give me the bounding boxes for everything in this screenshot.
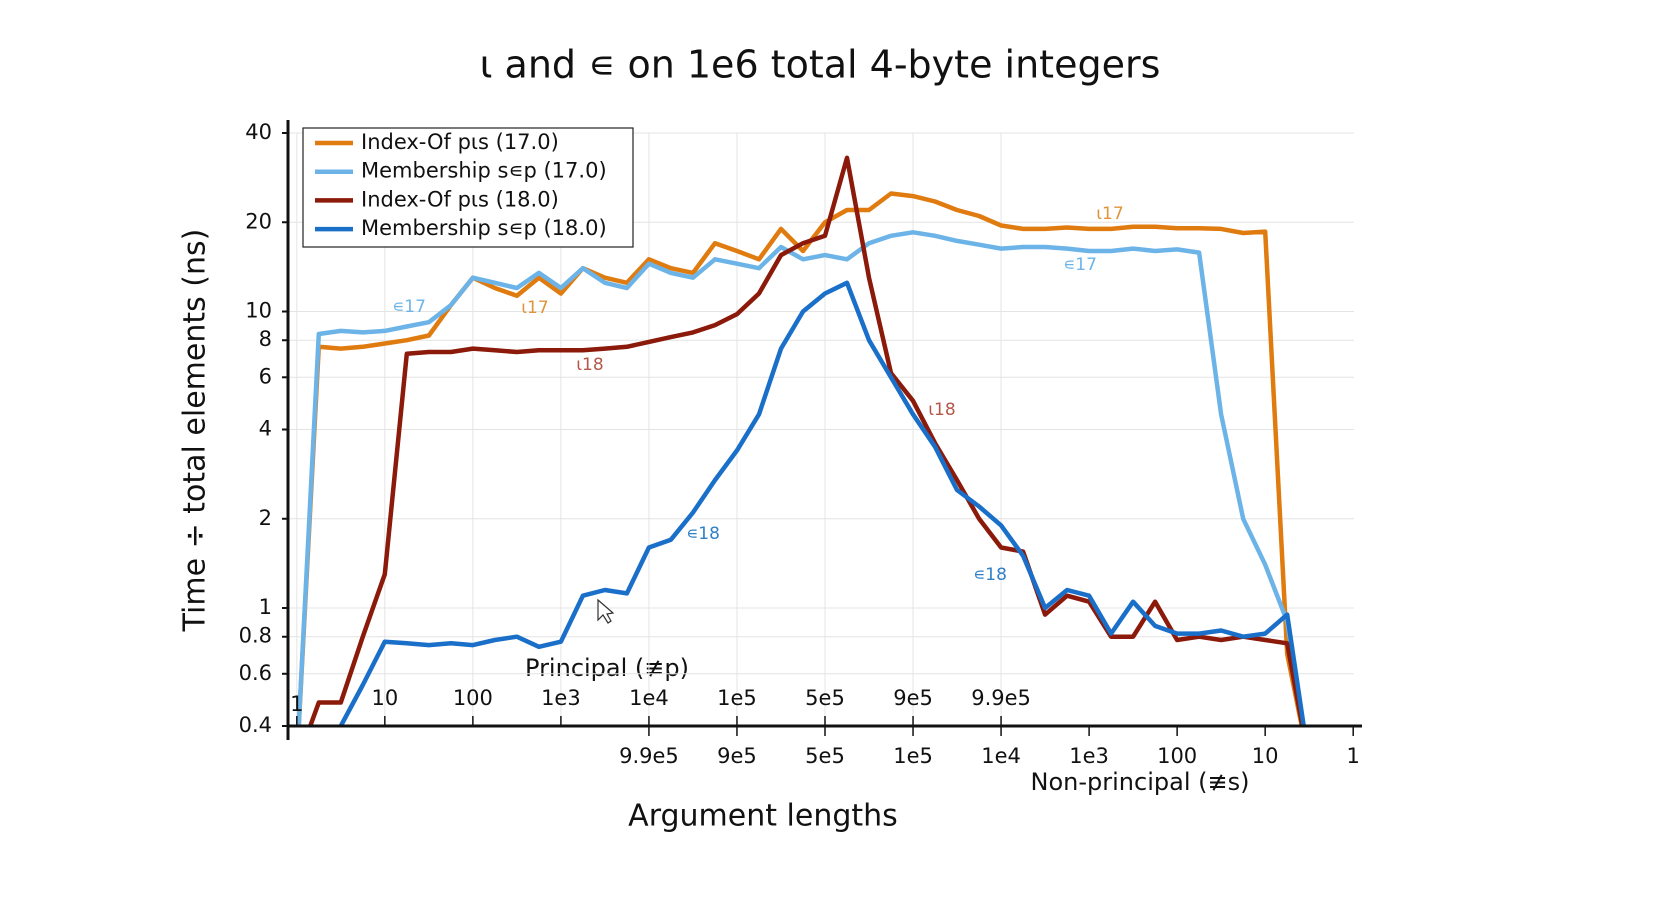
x2-tick-label: 1e5 xyxy=(893,744,933,768)
y-axis-label: Time ÷ total elements (ns) xyxy=(178,229,213,633)
y-tick-label: 0.8 xyxy=(239,624,272,648)
y-tick-label: 0.6 xyxy=(239,661,272,685)
annotation: ∊17 xyxy=(392,297,426,317)
annotation: ι17 xyxy=(1096,204,1123,224)
legend: Index-Of pιs (17.0) Membership s∊p (17.0)… xyxy=(302,127,634,248)
x2-tick-label: 1e4 xyxy=(981,744,1021,768)
x-tick-label: 1e3 xyxy=(541,686,581,710)
x-tick-label: 1 xyxy=(290,692,303,716)
x-tick-label: 10 xyxy=(371,686,398,710)
series-line xyxy=(338,280,1306,726)
x-tick-label: 9e5 xyxy=(893,686,933,710)
x-tick-label: 1e4 xyxy=(629,686,669,710)
y-tick-label: 4 xyxy=(259,417,272,441)
y-tick-label: 6 xyxy=(259,364,272,388)
legend-label: Membership s∊p (18.0) xyxy=(361,216,607,240)
x2-tick-label: 1 xyxy=(1347,744,1360,768)
y-tick-label: 0.4 xyxy=(239,713,272,737)
x-tick-label: 5e5 xyxy=(805,686,845,710)
annotation: ∊18 xyxy=(686,524,720,544)
x-axis-label: Argument lengths xyxy=(628,799,898,834)
foreground: 0.4 0.6 0.8 1 2 4 6 8 10 20 40 1 10 100 1e3 1e4 1e5 5e5 9e… xyxy=(239,120,1362,768)
plot-area xyxy=(296,155,1306,726)
annotation: ι18 xyxy=(928,400,955,420)
x2-tick-label: 100 xyxy=(1157,744,1197,768)
series-line xyxy=(296,230,1306,726)
annotation: ∊17 xyxy=(1063,255,1097,275)
x-tick-label: 9.9e5 xyxy=(971,686,1031,710)
x2-tick-label: 9e5 xyxy=(717,744,757,768)
x2-tick-label: 5e5 xyxy=(805,744,845,768)
annotation: ι18 xyxy=(576,355,603,375)
legend-label: Index-Of pιs (17.0) xyxy=(361,130,559,154)
legend-label: Membership s∊p (17.0) xyxy=(361,159,607,183)
x-tick-label: 1e5 xyxy=(717,686,757,710)
y-tick-label: 10 xyxy=(245,299,272,323)
legend-label: Index-Of pιs (18.0) xyxy=(361,187,559,211)
legend-box xyxy=(302,127,634,248)
y-tick-label: 8 xyxy=(259,327,272,351)
y-tick-label: 1 xyxy=(259,595,272,619)
y-tick-label: 40 xyxy=(245,120,272,144)
y-tick-label: 2 xyxy=(259,506,272,530)
x2-tick-label: 10 xyxy=(1252,744,1279,768)
x-top-label: Principal (≢p) xyxy=(525,654,689,682)
x-tick-label: 100 xyxy=(453,686,493,710)
y-tick-label: 20 xyxy=(245,209,272,233)
series-line xyxy=(307,155,1305,726)
x2-tick-label: 9.9e5 xyxy=(619,744,679,768)
chart-title: ι and ∊ on 1e6 total 4-byte integers xyxy=(480,43,1161,87)
annotation: ι17 xyxy=(521,298,548,318)
annotation: ∊18 xyxy=(973,565,1007,585)
mouse-cursor xyxy=(597,598,615,624)
x2-tick-label: 1e3 xyxy=(1069,744,1109,768)
x-bottom-label: Non-principal (≢s) xyxy=(1031,768,1250,796)
